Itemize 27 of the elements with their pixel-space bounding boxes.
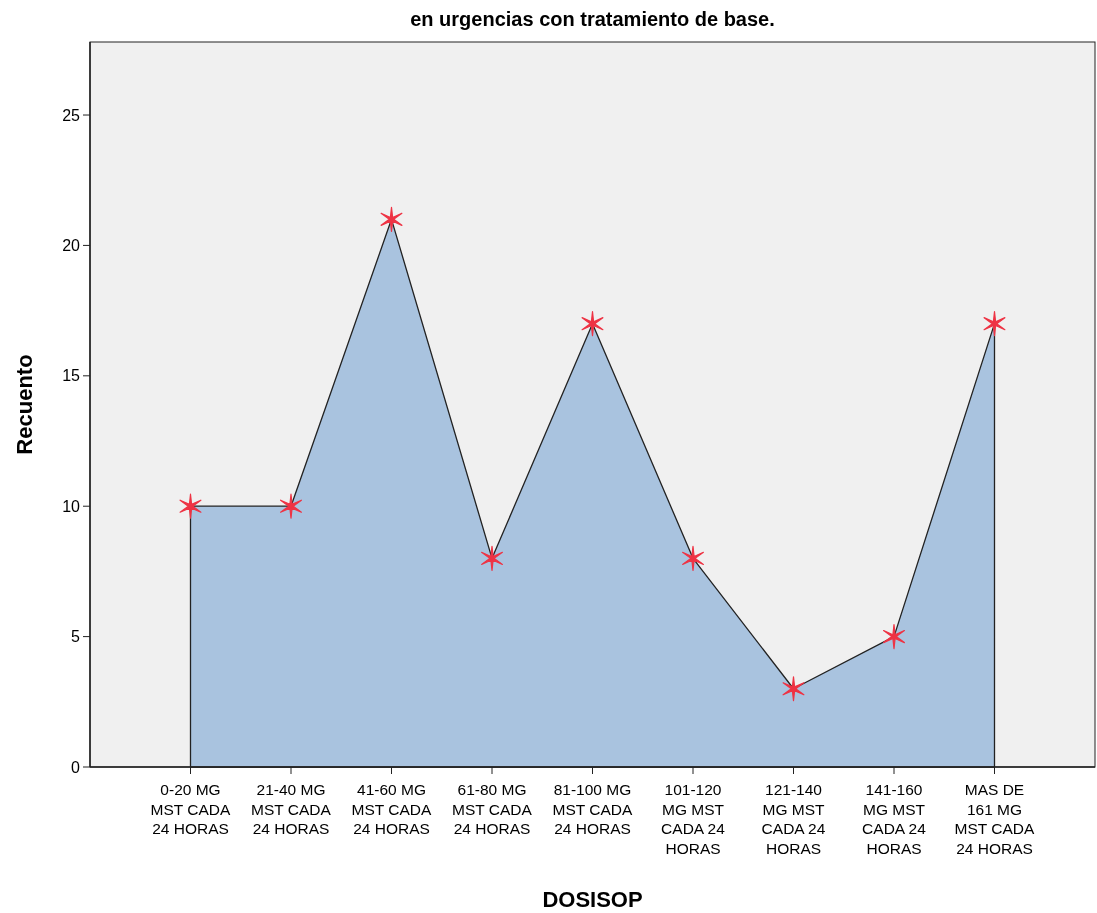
x-tick-label: 41-60 MG MST CADA 24 HORAS	[351, 781, 433, 837]
point	[380, 206, 403, 232]
y-tick-label: 15	[62, 367, 81, 385]
x-tick-label: 141-160 MG MST CADA 24 HORAS	[862, 781, 927, 857]
point	[883, 624, 905, 650]
point	[983, 311, 1006, 337]
y-tick-label: 10	[62, 497, 81, 515]
point	[682, 545, 704, 571]
x-tick-label: 101-120 MG MST CADA 24 HORAS	[661, 781, 726, 857]
point	[481, 545, 503, 571]
y-axis-title: Recuento	[12, 354, 37, 455]
chart-title: en urgencias con tratamiento de base.	[410, 8, 775, 30]
x-tick-label: 121-140 MG MST CADA 24 HORAS	[761, 781, 826, 857]
x-tick-label: 61-80 MG MST CADA 24 HORAS	[452, 781, 533, 837]
x-axis-title: DOSISOP	[542, 887, 643, 912]
y-tick-label: 25	[62, 106, 81, 124]
y-tick-label: 5	[71, 628, 81, 646]
x-tick-label: MAS DE 161 MG MST CADA 24 HORAS	[954, 781, 1036, 857]
x-tick-label: 21-40 MG MST CADA 24 HORAS	[251, 781, 332, 837]
point	[782, 676, 805, 702]
x-tick-label: 0-20 MG MST CADA 24 HORAS	[150, 781, 232, 837]
point	[179, 493, 202, 519]
y-tick-label: 0	[71, 758, 81, 776]
point	[280, 493, 302, 519]
x-tick-label: 81-100 MG MST CADA 24 HORAS	[552, 781, 634, 837]
point	[581, 311, 604, 337]
y-tick-label: 20	[62, 237, 81, 255]
